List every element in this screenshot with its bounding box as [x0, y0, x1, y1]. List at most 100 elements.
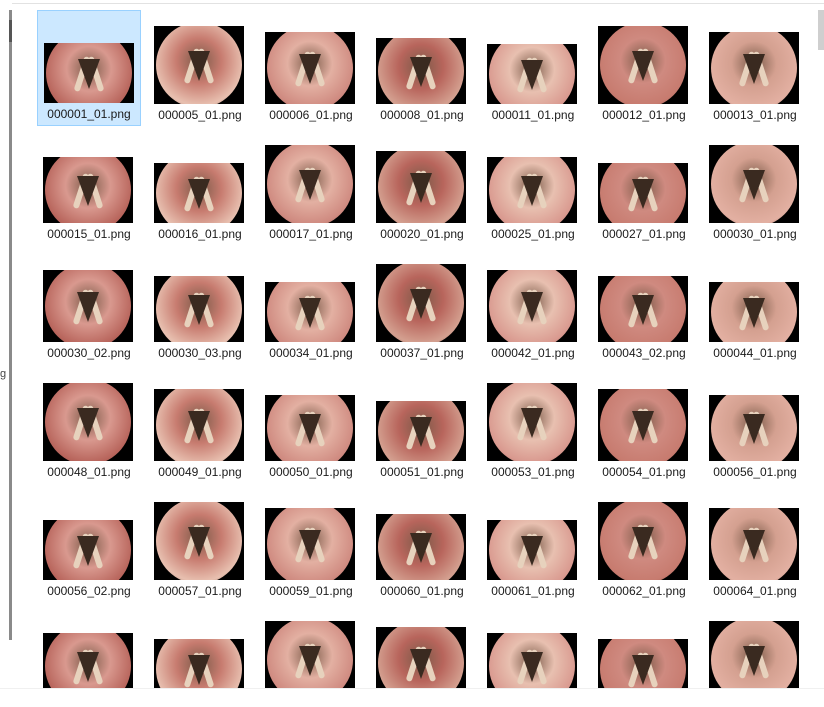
image-thumbnail-icon: [708, 260, 800, 342]
top-divider: [0, 3, 824, 4]
file-item[interactable]: 000061_01.png: [481, 486, 585, 602]
file-name-label: 000060_01.png: [380, 584, 464, 598]
navigation-scrollbar[interactable]: [9, 10, 12, 640]
file-name-label: 000056_02.png: [47, 584, 131, 598]
file-item[interactable]: 000037_01.png: [370, 248, 474, 364]
file-name-label: 000064_01.png: [713, 584, 797, 598]
vertical-scrollbar-thumb[interactable]: [818, 10, 824, 50]
file-item[interactable]: 000001_01.png: [37, 10, 141, 126]
file-name-label: 000005_01.png: [158, 108, 242, 122]
file-item[interactable]: [259, 605, 363, 688]
file-name-label: 000062_01.png: [602, 584, 686, 598]
file-item[interactable]: 000005_01.png: [148, 10, 252, 126]
file-item[interactable]: 000030_02.png: [37, 248, 141, 364]
image-thumbnail-icon: [43, 21, 135, 103]
image-thumbnail-icon: [486, 141, 578, 223]
file-name-label: 000025_01.png: [491, 227, 575, 241]
image-thumbnail-icon: [264, 141, 356, 223]
image-thumbnail-icon: [375, 260, 467, 342]
image-thumbnail-icon: [153, 260, 245, 342]
image-thumbnail-icon: [153, 617, 245, 688]
file-name-label: 000037_01.png: [380, 346, 464, 360]
file-item[interactable]: 000027_01.png: [592, 129, 696, 245]
file-name-label: 000057_01.png: [158, 584, 242, 598]
file-item[interactable]: 000056_02.png: [37, 486, 141, 602]
image-thumbnail-icon: [708, 141, 800, 223]
file-name-label: 000030_01.png: [713, 227, 797, 241]
navigation-scrollbar-thumb[interactable]: [9, 20, 12, 42]
image-thumbnail-icon: [264, 617, 356, 688]
file-name-label: 000006_01.png: [269, 108, 353, 122]
file-item[interactable]: 000006_01.png: [259, 10, 363, 126]
file-item[interactable]: 000015_01.png: [37, 129, 141, 245]
image-thumbnail-icon: [264, 22, 356, 104]
image-thumbnail-icon: [597, 141, 689, 223]
file-name-label: 000034_01.png: [269, 346, 353, 360]
file-item[interactable]: 000053_01.png: [481, 367, 585, 483]
image-thumbnail-icon: [597, 260, 689, 342]
image-thumbnail-icon: [486, 379, 578, 461]
file-name-label: 000030_03.png: [158, 346, 242, 360]
file-item[interactable]: 000034_01.png: [259, 248, 363, 364]
image-thumbnail-icon: [708, 379, 800, 461]
file-name-label: 000015_01.png: [47, 227, 131, 241]
image-thumbnail-icon: [375, 498, 467, 580]
status-bar: [0, 688, 824, 707]
file-item[interactable]: 000043_02.png: [592, 248, 696, 364]
file-item[interactable]: 000057_01.png: [148, 486, 252, 602]
file-item[interactable]: 000050_01.png: [259, 367, 363, 483]
image-thumbnail-icon: [597, 617, 689, 688]
file-item[interactable]: 000017_01.png: [259, 129, 363, 245]
file-name-label: 000050_01.png: [269, 465, 353, 479]
file-item[interactable]: 000011_01.png: [481, 10, 585, 126]
file-name-label: 000020_01.png: [380, 227, 464, 241]
image-thumbnail-icon: [597, 22, 689, 104]
navigation-pane-edge: g: [0, 0, 12, 707]
file-item[interactable]: [703, 605, 807, 688]
file-item[interactable]: [592, 605, 696, 688]
file-name-label: 000016_01.png: [158, 227, 242, 241]
image-thumbnail-icon: [264, 498, 356, 580]
image-thumbnail-icon: [597, 379, 689, 461]
file-item[interactable]: 000030_03.png: [148, 248, 252, 364]
image-thumbnail-icon: [42, 141, 134, 223]
file-item[interactable]: [148, 605, 252, 688]
file-item[interactable]: 000062_01.png: [592, 486, 696, 602]
file-item[interactable]: 000030_01.png: [703, 129, 807, 245]
file-item[interactable]: 000044_01.png: [703, 248, 807, 364]
file-item[interactable]: [370, 605, 474, 688]
file-item[interactable]: 000008_01.png: [370, 10, 474, 126]
image-thumbnail-icon: [486, 617, 578, 688]
file-item[interactable]: 000013_01.png: [703, 10, 807, 126]
image-thumbnail-icon: [153, 379, 245, 461]
file-item[interactable]: [37, 605, 141, 688]
file-item[interactable]: 000016_01.png: [148, 129, 252, 245]
file-name-label: 000049_01.png: [158, 465, 242, 479]
file-item[interactable]: 000059_01.png: [259, 486, 363, 602]
file-item[interactable]: 000048_01.png: [37, 367, 141, 483]
file-name-label: 000008_01.png: [380, 108, 464, 122]
file-name-label: 000043_02.png: [602, 346, 686, 360]
image-thumbnail-icon: [153, 498, 245, 580]
image-thumbnail-icon: [486, 498, 578, 580]
file-item[interactable]: 000049_01.png: [148, 367, 252, 483]
file-item[interactable]: 000056_01.png: [703, 367, 807, 483]
file-item[interactable]: 000064_01.png: [703, 486, 807, 602]
file-item[interactable]: 000060_01.png: [370, 486, 474, 602]
file-item[interactable]: [481, 605, 585, 688]
file-name-label: 000013_01.png: [713, 108, 797, 122]
image-thumbnail-icon: [375, 141, 467, 223]
file-item[interactable]: 000020_01.png: [370, 129, 474, 245]
file-item[interactable]: 000012_01.png: [592, 10, 696, 126]
image-thumbnail-icon: [375, 22, 467, 104]
image-thumbnail-icon: [264, 260, 356, 342]
file-item[interactable]: 000051_01.png: [370, 367, 474, 483]
file-item[interactable]: 000042_01.png: [481, 248, 585, 364]
file-name-label: 000001_01.png: [47, 107, 131, 121]
file-item[interactable]: 000025_01.png: [481, 129, 585, 245]
file-name-label: 000011_01.png: [491, 108, 575, 122]
image-thumbnail-icon: [708, 617, 800, 688]
file-item[interactable]: 000054_01.png: [592, 367, 696, 483]
image-thumbnail-icon: [486, 22, 578, 104]
